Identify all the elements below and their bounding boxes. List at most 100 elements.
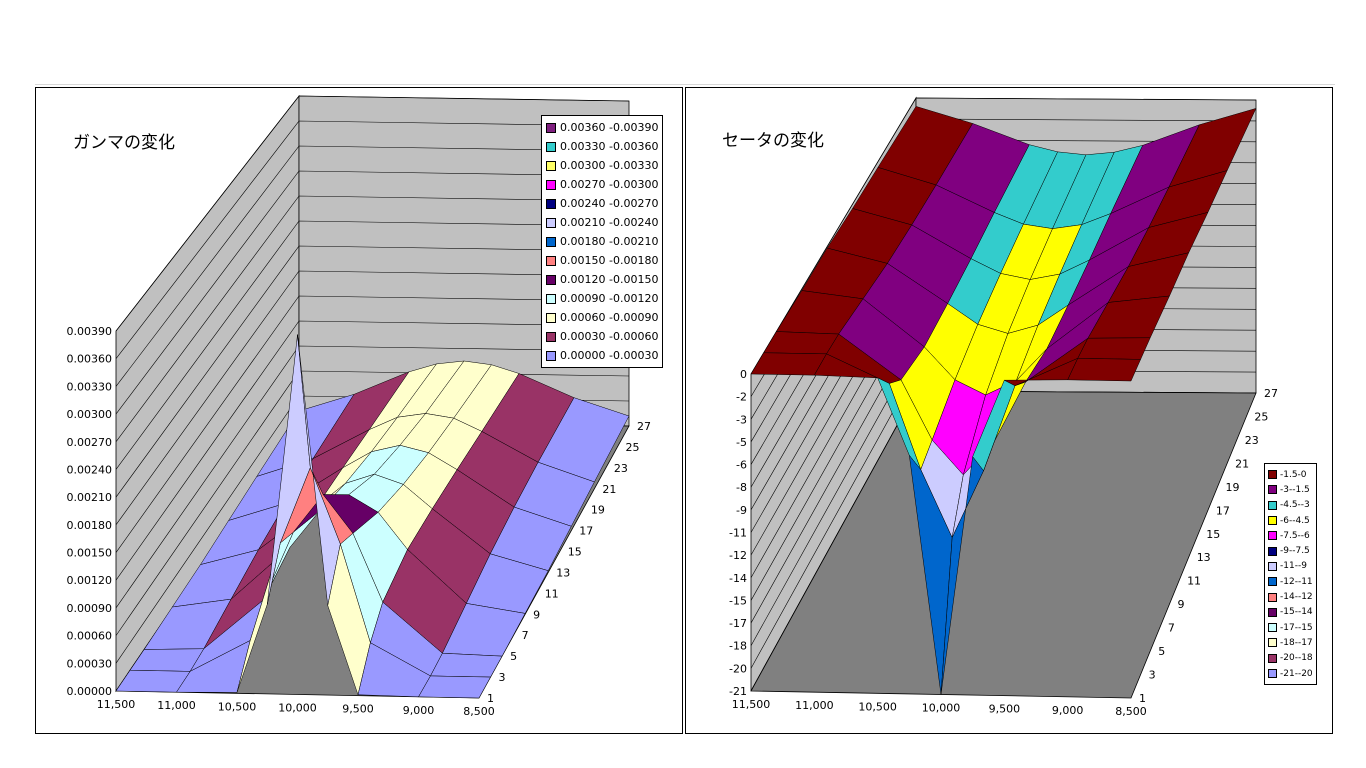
legend-item[interactable]: -12--11 xyxy=(1268,574,1313,589)
depth-tick-label: 3 xyxy=(1149,669,1156,682)
depth-tick-label: 5 xyxy=(510,650,517,663)
depth-tick-label: 1 xyxy=(487,692,494,705)
legend-item[interactable]: 0.00120 -0.00150 xyxy=(546,270,658,289)
x-tick-label: 10,500 xyxy=(858,700,897,713)
legend-label: -4.5--3 xyxy=(1280,500,1310,511)
x-tick-label: 11,000 xyxy=(795,699,834,712)
x-tick-label: 10,000 xyxy=(278,702,317,715)
surface-patch xyxy=(1077,337,1151,360)
legend-item[interactable]: 0.00210 -0.00240 xyxy=(546,213,658,232)
depth-tick-label: 21 xyxy=(602,483,616,496)
depth-tick-label: 23 xyxy=(614,462,628,475)
legend-label: -18--17 xyxy=(1280,637,1313,648)
legend-swatch xyxy=(546,236,556,247)
depth-tick-label: 15 xyxy=(568,546,582,559)
gridline xyxy=(115,95,630,332)
z-tick-label: 0 xyxy=(740,368,747,381)
chart-title: セータの変化 xyxy=(722,131,824,151)
x-tick-label: 8,500 xyxy=(1115,705,1147,718)
legend-item[interactable]: -15--14 xyxy=(1268,605,1313,620)
theta-legend[interactable]: -1.5-0 -3--1.5 -4.5--3 -6--4.5 -7.5--6 -9--7.… xyxy=(1264,463,1317,686)
z-tick-label: -21 xyxy=(729,685,747,698)
legend-item[interactable]: -1.5-0 xyxy=(1268,467,1313,482)
legend-item[interactable]: -21--20 xyxy=(1268,666,1313,681)
chart-title: ガンマの変化 xyxy=(73,133,175,153)
legend-item[interactable]: -6--4.5 xyxy=(1268,513,1313,528)
gridline xyxy=(115,220,630,470)
x-tick-label: 10,500 xyxy=(218,700,257,713)
gridline xyxy=(115,295,630,553)
legend-item[interactable]: 0.00240 -0.00270 xyxy=(546,194,658,213)
z-tick-label: 0.00000 xyxy=(67,685,113,698)
legend-swatch xyxy=(1268,546,1277,556)
legend-item[interactable]: -18--17 xyxy=(1268,635,1313,650)
legend-item[interactable]: -17--15 xyxy=(1268,620,1313,635)
legend-swatch xyxy=(546,255,556,266)
legend-item[interactable]: 0.00270 -0.00300 xyxy=(546,175,658,194)
legend-label: 0.00090 -0.00120 xyxy=(560,292,659,305)
legend-swatch xyxy=(1268,516,1277,526)
depth-tick-label: 9 xyxy=(1177,598,1184,611)
z-tick-label: -6 xyxy=(736,459,747,472)
legend-label: 0.00240 -0.00270 xyxy=(560,197,659,210)
legend-swatch xyxy=(546,217,556,228)
legend-item[interactable]: 0.00060 -0.00090 xyxy=(546,308,658,327)
gridline xyxy=(115,245,630,498)
depth-tick-label: 13 xyxy=(1197,551,1211,564)
depth-tick-label: 7 xyxy=(1168,622,1175,635)
legend-swatch xyxy=(1268,500,1277,510)
z-tick-label: -5 xyxy=(736,436,747,449)
legend-item[interactable]: -7.5--6 xyxy=(1268,528,1313,543)
legend-item[interactable]: 0.00180 -0.00210 xyxy=(546,232,658,251)
legend-swatch xyxy=(1268,577,1277,587)
legend-label: 0.00030 -0.00060 xyxy=(560,330,659,343)
gridline xyxy=(115,145,630,387)
z-tick-label: 0.00270 xyxy=(67,436,113,449)
x-tick-label: 9,500 xyxy=(989,703,1021,716)
legend-label: -15--14 xyxy=(1280,607,1313,618)
z-tick-label: 0.00090 xyxy=(67,602,113,615)
depth-tick-label: 21 xyxy=(1235,457,1249,470)
legend-item[interactable]: 0.00000 -0.00030 xyxy=(546,346,658,365)
z-tick-label: -20 xyxy=(729,662,747,675)
x-tick-label: 9,500 xyxy=(342,703,374,716)
legend-label: 0.00330 -0.00360 xyxy=(560,140,659,153)
legend-item[interactable]: 0.00030 -0.00060 xyxy=(546,327,658,346)
legend-item[interactable]: 0.00300 -0.00330 xyxy=(546,156,658,175)
legend-item[interactable]: -9--7.5 xyxy=(1268,543,1313,558)
z-tick-label: 0.00240 xyxy=(67,463,113,476)
legend-swatch xyxy=(546,160,556,171)
legend-label: -3--1.5 xyxy=(1280,484,1310,495)
gamma-chart[interactable]: 0.00000 0.00030 0.00060 0.00090 0.00120 0.001… xyxy=(35,87,683,734)
theta-chart[interactable]: -21 -20 -18 -17 -15 -14 -12 -11 -9 -8 -6 -5 -3 -2 0 11,… xyxy=(685,87,1333,734)
x-tick-label: 11,000 xyxy=(157,699,196,712)
legend-swatch xyxy=(546,274,556,285)
gamma-legend[interactable]: 0.00360 -0.00390 0.00330 -0.00360 0.00300 … xyxy=(541,115,664,368)
depth-tick-label: 25 xyxy=(625,441,639,454)
legend-item[interactable]: -20--18 xyxy=(1268,651,1313,666)
gridline xyxy=(750,97,1257,375)
legend-label: -6--4.5 xyxy=(1280,515,1310,526)
top-divider xyxy=(35,84,1335,85)
legend-item[interactable]: 0.00330 -0.00360 xyxy=(546,137,658,156)
legend-item[interactable]: -14--12 xyxy=(1268,589,1313,604)
legend-item[interactable]: 0.00150 -0.00180 xyxy=(546,251,658,270)
legend-item[interactable]: 0.00090 -0.00120 xyxy=(546,289,658,308)
legend-label: -21--20 xyxy=(1280,668,1313,679)
legend-swatch xyxy=(546,350,556,361)
legend-label: -20--18 xyxy=(1280,653,1313,664)
legend-label: -17--15 xyxy=(1280,622,1313,633)
legend-label: 0.00120 -0.00150 xyxy=(560,273,659,286)
z-tick-label: 0.00030 xyxy=(67,657,113,670)
depth-tick-label: 27 xyxy=(1264,387,1278,400)
z-tick-label: 0.00180 xyxy=(67,519,113,532)
gridline xyxy=(115,120,630,359)
legend-item[interactable]: -11--9 xyxy=(1268,559,1313,574)
legend-swatch xyxy=(1268,531,1277,541)
z-tick-label: 0.00330 xyxy=(67,380,113,393)
legend-item[interactable]: -3--1.5 xyxy=(1268,482,1313,497)
legend-item[interactable]: -4.5--3 xyxy=(1268,498,1313,513)
legend-label: 0.00360 -0.00390 xyxy=(560,121,659,134)
legend-item[interactable]: 0.00360 -0.00390 xyxy=(546,118,658,137)
surface-patch xyxy=(418,675,491,699)
